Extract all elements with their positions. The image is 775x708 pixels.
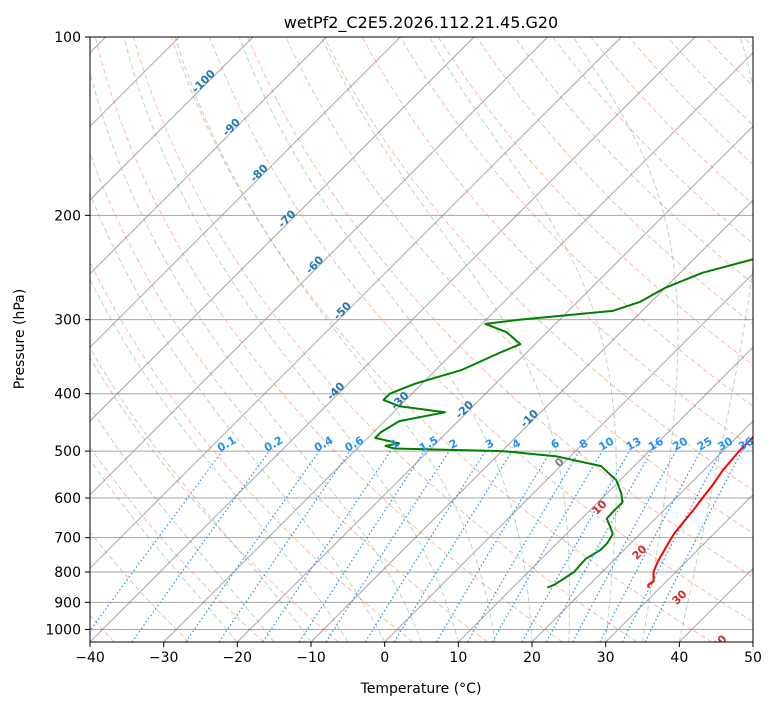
x-tick-label: −10 bbox=[296, 650, 326, 666]
y-axis-label: Pressure (hPa) bbox=[12, 289, 28, 389]
isotherm-label: 40 bbox=[710, 632, 730, 652]
y-tick-label: 700 bbox=[54, 531, 81, 547]
isotherm-line bbox=[457, 346, 753, 642]
isotherm-line bbox=[236, 125, 753, 642]
mixing-ratio-line bbox=[364, 450, 486, 642]
isotherm-line bbox=[90, 37, 549, 496]
isotherm-line bbox=[90, 37, 475, 422]
mixing-ratio-line bbox=[325, 450, 450, 642]
dry-adiabat bbox=[90, 356, 339, 642]
mixing-ratio-line bbox=[521, 450, 631, 642]
dry-adiabat bbox=[476, 37, 753, 325]
x-tick-label: 40 bbox=[670, 650, 688, 666]
mixing-ratio-line bbox=[393, 450, 513, 642]
mixing-ratio-line bbox=[491, 450, 603, 642]
mixing-ratio-lines bbox=[90, 450, 743, 642]
x-tick-label: −40 bbox=[75, 650, 105, 666]
dry-adiabat bbox=[552, 37, 753, 245]
mixing-ratio-line bbox=[572, 450, 677, 642]
x-axis-ticks: −40 −30 −20 −10 0 10 20 30 40 50 bbox=[75, 642, 762, 666]
y-tick-label: 900 bbox=[54, 595, 81, 611]
isotherm-line bbox=[90, 37, 254, 201]
x-tick-label: 20 bbox=[523, 650, 541, 666]
isotherms bbox=[90, 37, 753, 642]
y-tick-label: 500 bbox=[54, 444, 81, 460]
moist-adiabat bbox=[90, 278, 349, 642]
mixing-ratio-line bbox=[435, 450, 552, 642]
dry-adiabat bbox=[590, 37, 753, 205]
dry-adiabat bbox=[285, 37, 753, 534]
moist-adiabat bbox=[238, 37, 533, 642]
chart-title: wetPf2_C2E5.2026.112.21.45.G20 bbox=[284, 13, 558, 33]
moist-adiabat bbox=[320, 37, 571, 642]
isotherm-line bbox=[384, 272, 753, 642]
moist-adiabat bbox=[123, 37, 459, 642]
dry-adiabat bbox=[323, 37, 753, 491]
dry-adiabat bbox=[94, 37, 563, 642]
moist-adiabat bbox=[678, 37, 753, 642]
mixing-ratio-line bbox=[466, 450, 580, 642]
moist-adiabat bbox=[90, 406, 275, 642]
y-tick-label: 1000 bbox=[45, 622, 81, 638]
dry-adiabat bbox=[437, 37, 753, 366]
moist-adiabat bbox=[428, 37, 617, 642]
dry-adiabat bbox=[90, 260, 414, 642]
x-tick-label: 0 bbox=[380, 650, 389, 666]
x-tick-label: 10 bbox=[449, 650, 467, 666]
x-tick-label: 50 bbox=[744, 650, 762, 666]
temperature-line bbox=[647, 434, 753, 588]
mixing-ratio-line bbox=[218, 450, 351, 642]
y-tick-label: 800 bbox=[54, 565, 81, 581]
dry-adiabat bbox=[132, 37, 638, 642]
moist-adiabat bbox=[174, 37, 496, 642]
pressure-gridlines bbox=[90, 37, 753, 630]
dry-adiabat bbox=[90, 531, 190, 642]
mixing-ratio-label: 36 bbox=[736, 434, 756, 453]
plot-area: -100-90-80-70-60-50-40-30-20-10010203040… bbox=[90, 37, 756, 652]
y-tick-label: 100 bbox=[54, 30, 81, 46]
mixing-ratio-line bbox=[185, 450, 320, 642]
mixing-ratio-line bbox=[90, 450, 223, 632]
dry-adiabat bbox=[399, 37, 753, 407]
isotherm-line bbox=[531, 420, 753, 642]
moist-adiabat bbox=[90, 192, 386, 642]
moist-adiabat bbox=[90, 459, 238, 642]
isotherm-line bbox=[90, 37, 401, 349]
mixing-ratio-line bbox=[131, 450, 270, 642]
y-tick-label: 400 bbox=[54, 387, 81, 403]
plot-frame bbox=[89, 36, 754, 643]
isotherm-line bbox=[310, 199, 753, 642]
dry-adiabat bbox=[209, 37, 753, 623]
dry-adiabat bbox=[247, 37, 753, 578]
y-tick-label: 300 bbox=[54, 313, 81, 329]
profile-series bbox=[374, 258, 753, 589]
x-tick-label: 30 bbox=[597, 650, 615, 666]
x-axis-label: Temperature (°C) bbox=[360, 681, 482, 697]
y-axis-ticks: 100 200 300 400 500 600 700 800 900 1000 bbox=[45, 30, 90, 638]
isotherm-line bbox=[163, 51, 753, 642]
y-tick-label: 600 bbox=[54, 491, 81, 507]
isotherm-line bbox=[90, 37, 696, 642]
moist-adiabat bbox=[572, 37, 679, 642]
isotherm-line bbox=[90, 37, 622, 570]
mixing-ratio-labels: 0.1 0.2 0.4 0.6 1 1.5 2 3 4 6 8 10 13 16 20 25 30 36 bbox=[215, 433, 756, 454]
moist-adiabats bbox=[90, 37, 753, 642]
x-tick-label: −20 bbox=[223, 650, 253, 666]
isotherm-line bbox=[90, 37, 328, 275]
y-tick-label: 200 bbox=[54, 208, 81, 224]
isotherm-line bbox=[605, 493, 753, 642]
dry-adiabat bbox=[171, 37, 713, 642]
dewpoint-line bbox=[374, 258, 753, 589]
x-tick-label: −30 bbox=[149, 650, 179, 666]
